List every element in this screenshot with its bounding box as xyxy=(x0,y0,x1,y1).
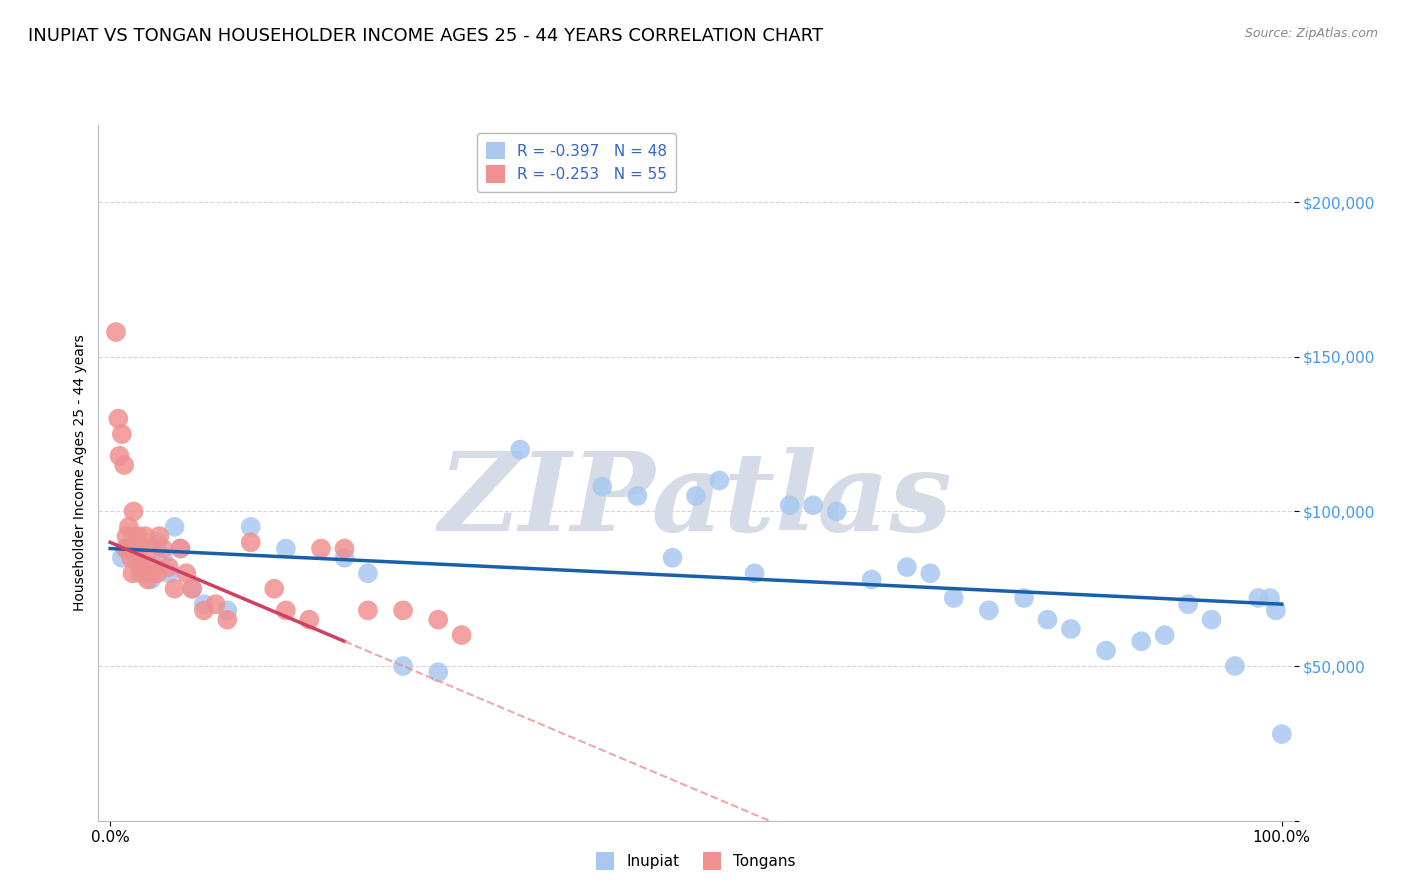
Point xyxy=(1095,643,1118,657)
Point xyxy=(274,541,297,556)
Point xyxy=(117,541,139,556)
Point xyxy=(942,591,965,605)
Point xyxy=(1223,659,1246,673)
Point xyxy=(124,541,146,556)
Point xyxy=(121,566,143,581)
Point xyxy=(591,480,613,494)
Point xyxy=(132,566,155,581)
Point xyxy=(157,560,180,574)
Point xyxy=(134,560,156,574)
Point xyxy=(115,529,138,543)
Point xyxy=(1265,603,1288,617)
Point xyxy=(152,550,174,565)
Point xyxy=(1247,591,1270,605)
Point xyxy=(134,529,156,543)
Point xyxy=(169,541,191,556)
Point xyxy=(127,550,149,565)
Point xyxy=(152,541,174,556)
Point xyxy=(112,458,135,472)
Point xyxy=(122,504,145,518)
Point xyxy=(977,603,1000,617)
Point xyxy=(141,541,163,556)
Point xyxy=(128,541,150,556)
Point xyxy=(309,541,332,556)
Text: Source: ZipAtlas.com: Source: ZipAtlas.com xyxy=(1244,27,1378,40)
Point xyxy=(129,560,152,574)
Point xyxy=(860,573,883,587)
Point xyxy=(105,325,128,339)
Point xyxy=(333,541,356,556)
Point xyxy=(1060,622,1083,636)
Point xyxy=(127,529,149,543)
Point xyxy=(427,665,450,680)
Point xyxy=(1036,613,1059,627)
Point xyxy=(146,566,169,581)
Point xyxy=(111,427,134,442)
Point xyxy=(896,560,918,574)
Point xyxy=(779,498,801,512)
Point xyxy=(661,550,683,565)
Point xyxy=(333,550,356,565)
Point xyxy=(136,573,159,587)
Point xyxy=(108,449,131,463)
Point xyxy=(709,474,731,488)
Y-axis label: Householder Income Ages 25 - 44 years: Householder Income Ages 25 - 44 years xyxy=(73,334,87,611)
Point xyxy=(392,603,415,617)
Point xyxy=(263,582,285,596)
Point xyxy=(181,582,204,596)
Point xyxy=(825,504,848,518)
Point xyxy=(509,442,531,457)
Point xyxy=(217,603,239,617)
Text: ZIPatlas: ZIPatlas xyxy=(439,447,953,554)
Point xyxy=(1201,613,1223,627)
Point xyxy=(1130,634,1153,648)
Point xyxy=(357,566,380,581)
Point xyxy=(163,520,186,534)
Point xyxy=(141,573,163,587)
Point xyxy=(120,550,142,565)
Point xyxy=(1258,591,1281,605)
Point xyxy=(744,566,766,581)
Legend: Inupiat, Tongans: Inupiat, Tongans xyxy=(591,846,801,876)
Point xyxy=(174,566,197,581)
Point xyxy=(274,603,297,617)
Point xyxy=(114,541,136,556)
Point xyxy=(163,582,186,596)
Point xyxy=(239,520,262,534)
Point xyxy=(117,541,139,556)
Point xyxy=(801,498,824,512)
Point xyxy=(181,582,204,596)
Point xyxy=(427,613,450,627)
Text: INUPIAT VS TONGAN HOUSEHOLDER INCOME AGES 25 - 44 YEARS CORRELATION CHART: INUPIAT VS TONGAN HOUSEHOLDER INCOME AGE… xyxy=(28,27,824,45)
Point xyxy=(157,566,180,581)
Point xyxy=(118,520,141,534)
Point xyxy=(128,566,150,581)
Point xyxy=(1177,597,1199,611)
Point xyxy=(217,613,239,627)
Point xyxy=(125,541,148,556)
Point xyxy=(169,541,191,556)
Point xyxy=(1271,727,1294,741)
Point xyxy=(1153,628,1175,642)
Point xyxy=(685,489,707,503)
Point xyxy=(122,529,145,543)
Point xyxy=(146,535,169,549)
Point xyxy=(357,603,380,617)
Point xyxy=(1012,591,1035,605)
Point xyxy=(193,597,215,611)
Point xyxy=(626,489,648,503)
Point xyxy=(111,550,134,565)
Point xyxy=(107,411,129,425)
Point xyxy=(298,613,321,627)
Point xyxy=(193,603,215,617)
Point xyxy=(148,529,170,543)
Point xyxy=(450,628,472,642)
Point xyxy=(392,659,415,673)
Point xyxy=(204,597,226,611)
Point xyxy=(143,560,166,574)
Point xyxy=(920,566,942,581)
Point xyxy=(239,535,262,549)
